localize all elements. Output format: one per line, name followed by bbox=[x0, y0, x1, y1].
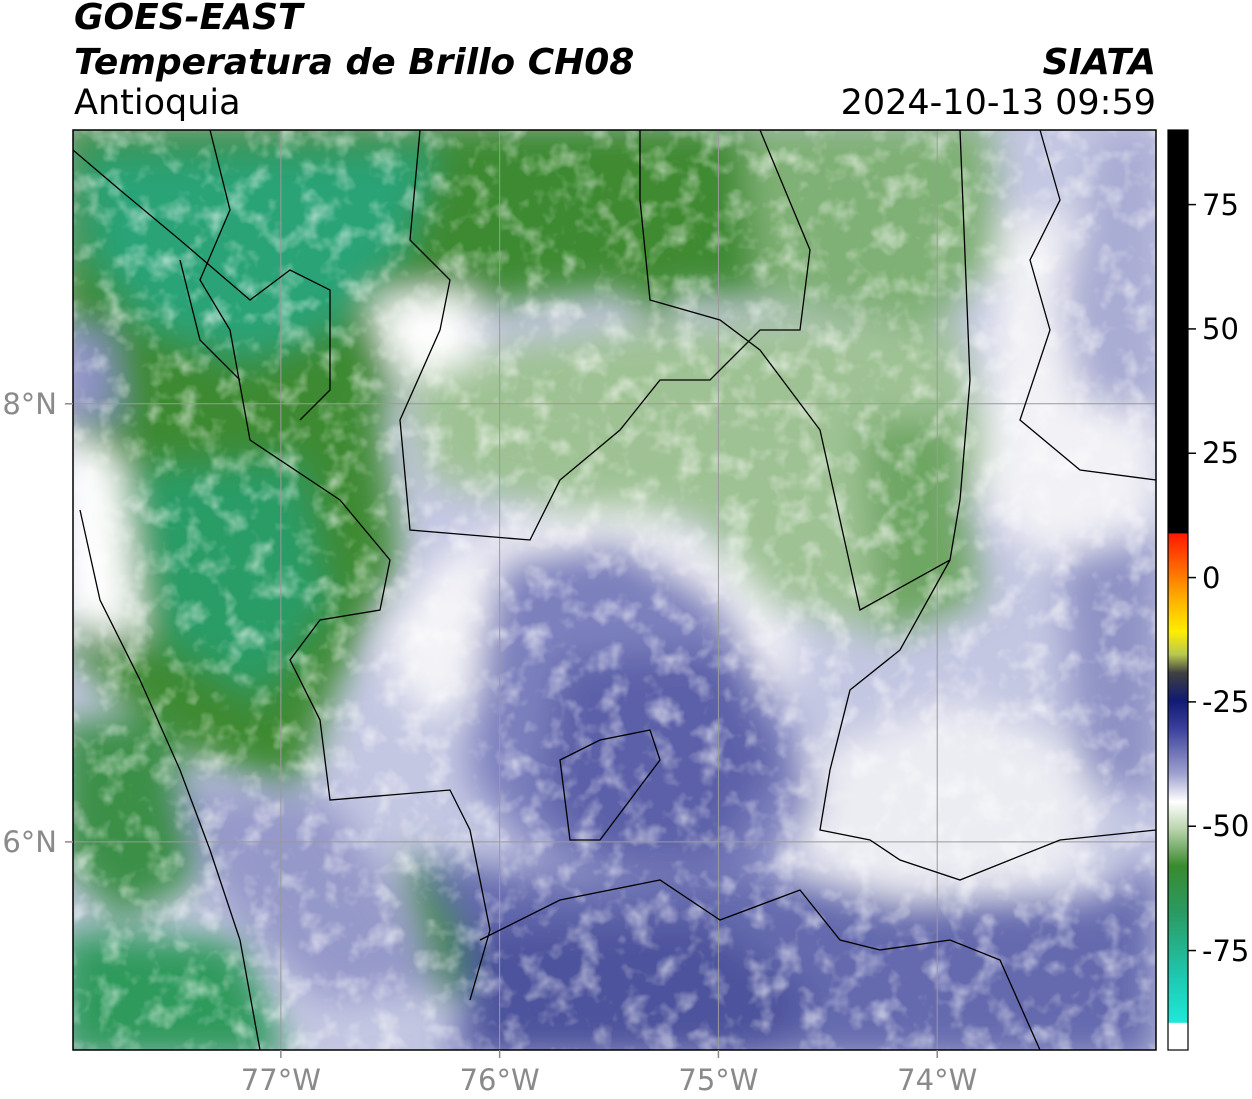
lat-tick-label: 8°N bbox=[2, 386, 57, 421]
lon-tick-label: 77°W bbox=[240, 1063, 321, 1097]
lat-tick-label: 6°N bbox=[2, 824, 57, 859]
brand-label: SIATA bbox=[1042, 42, 1156, 83]
colorbar-tick-label: -50 bbox=[1202, 809, 1250, 844]
timestamp-label: 2024-10-13 09:59 bbox=[840, 83, 1156, 123]
lon-tick-label: 76°W bbox=[459, 1063, 540, 1097]
product-title: Temperatura de Brillo CH08 bbox=[74, 42, 635, 83]
map-frame bbox=[72, 129, 1157, 1051]
colorbar-tick-label: 0 bbox=[1202, 560, 1221, 595]
lon-tick-label: 74°W bbox=[897, 1063, 978, 1097]
lon-tick-label: 75°W bbox=[678, 1063, 759, 1097]
colorbar-tick-label: -75 bbox=[1202, 933, 1250, 968]
colorbar-tick-label: 25 bbox=[1202, 436, 1239, 471]
axis-ticks bbox=[65, 403, 938, 1058]
region-label: Antioquia bbox=[74, 83, 241, 123]
boundary-lines bbox=[73, 130, 1156, 1050]
temperature-field bbox=[73, 130, 1156, 1050]
colorbar bbox=[1167, 129, 1189, 1051]
colorbar-tick-label: 50 bbox=[1202, 311, 1239, 346]
satellite-title: GOES-EAST bbox=[74, 0, 303, 38]
colorbar-tick-label: 75 bbox=[1202, 187, 1239, 222]
map-gridlines bbox=[73, 130, 1156, 1050]
colorbar-tick-label: -25 bbox=[1202, 684, 1250, 719]
colorbar-ticks bbox=[1188, 203, 1196, 952]
